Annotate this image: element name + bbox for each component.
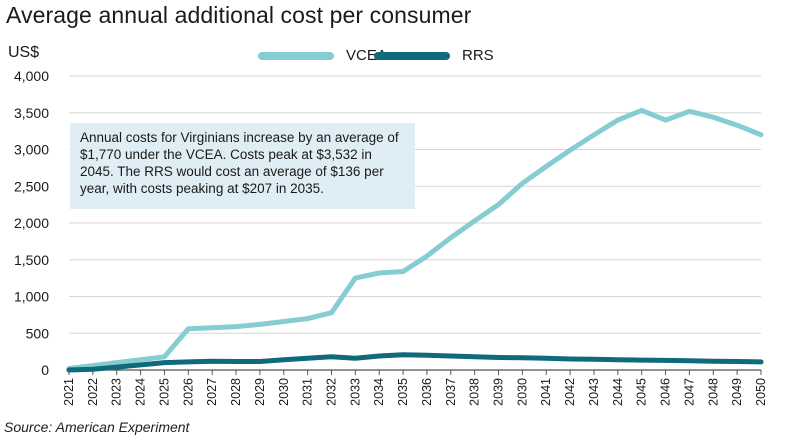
chart-title: Average annual additional cost per consu…: [6, 2, 472, 28]
annotation-box: Annual costs for Virginians increase by …: [70, 123, 415, 209]
y-tick-label: 0: [41, 362, 49, 378]
x-tick-label: 2045: [635, 378, 649, 406]
x-tick-label: 2042: [563, 378, 577, 406]
source-note: Source: American Experiment: [4, 419, 190, 435]
x-tick-label: 2043: [587, 378, 601, 406]
x-tick-label: 2028: [229, 378, 243, 406]
x-tick-label: 2036: [420, 378, 434, 406]
x-tick-label: 2026: [181, 378, 195, 406]
x-tick-label: 2030: [277, 378, 291, 406]
x-tick-label: 2048: [706, 378, 720, 406]
y-tick-label: 1,500: [14, 252, 49, 268]
x-tick-label: 2032: [324, 378, 338, 406]
legend-swatch-vcea: [258, 51, 334, 60]
series-line-rrs: [66, 352, 764, 373]
x-tick-label: 2025: [157, 378, 171, 406]
x-tick-label: 2033: [348, 378, 362, 406]
y-tick-label: 3,500: [14, 105, 49, 121]
x-tick-label: 2023: [110, 378, 124, 406]
x-tick-label: 2034: [372, 378, 386, 406]
y-axis-unit-label: US$: [8, 44, 40, 61]
x-tick-label: 2041: [539, 378, 553, 406]
legend-swatch-rrs: [374, 51, 450, 60]
x-tick-label: 2038: [468, 378, 482, 406]
y-tick-label: 2,000: [14, 215, 49, 231]
y-tick-label: 3,000: [14, 142, 49, 158]
x-tick-label: 2021: [62, 378, 76, 406]
x-tick-label: 2039: [492, 378, 506, 406]
y-tick-label: 4,000: [14, 68, 49, 84]
x-tick-label: 2046: [659, 378, 673, 406]
x-tick-label: 2022: [86, 378, 100, 406]
x-tick-label: 2047: [682, 378, 696, 406]
x-tick-label: 2050: [754, 378, 768, 406]
x-tick-label: 2044: [611, 378, 625, 406]
x-tick-label: 2035: [396, 378, 410, 406]
y-tick-label: 2,500: [14, 178, 49, 194]
x-tick-label: 2029: [253, 378, 267, 406]
legend-label-rrs: RRS: [462, 47, 494, 64]
legend-item-vcea: VCEA: [258, 47, 387, 64]
x-tick-label: 2037: [444, 378, 458, 406]
y-tick-label: 1,000: [14, 289, 49, 305]
x-tick-label: 2024: [134, 378, 148, 406]
x-tick-label: 2027: [205, 378, 219, 406]
legend-item-rrs: RRS: [374, 47, 494, 64]
y-tick-label: 500: [26, 325, 50, 341]
x-tick-label: 2031: [301, 378, 315, 406]
x-tick-label: 2030: [515, 378, 529, 406]
series-line-vcea: [66, 107, 764, 371]
legend-label-vcea: VCEA: [346, 47, 387, 64]
x-tick-label: 2049: [730, 378, 744, 406]
